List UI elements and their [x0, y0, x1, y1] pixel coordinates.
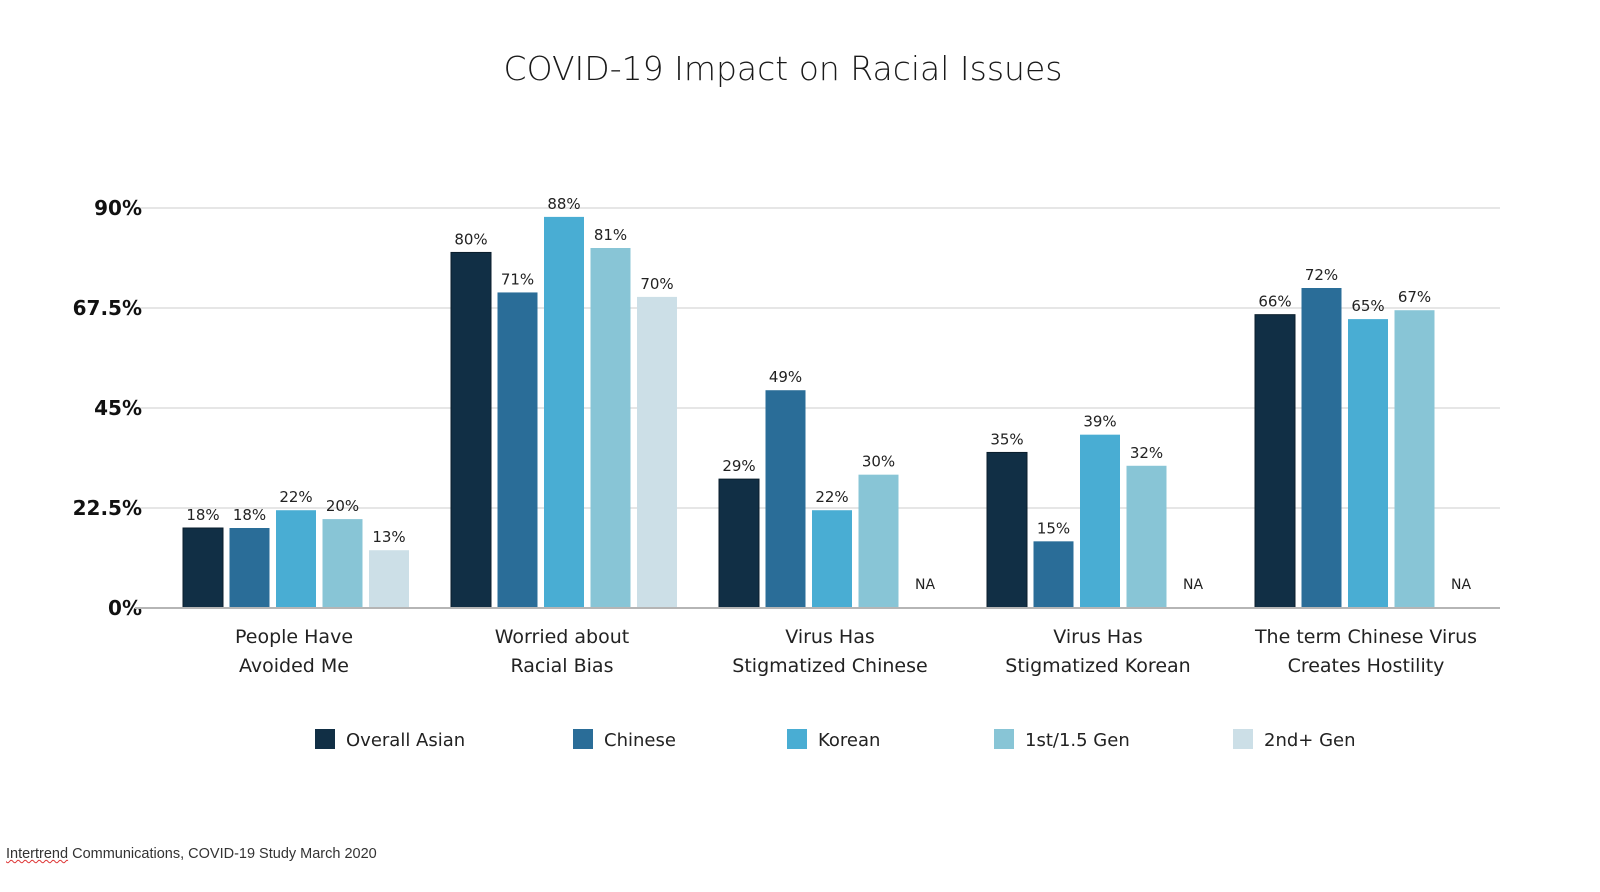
na-label: NA [915, 577, 935, 593]
source-text: Communications, COVID-19 Study March 202… [68, 846, 377, 862]
y-tick-label: 22.5% [73, 496, 142, 520]
data-label: 71% [501, 270, 534, 288]
data-label: 65% [1351, 297, 1384, 315]
source-spellflag-word: Intertrend [6, 846, 69, 862]
data-label: 70% [640, 275, 673, 293]
legend-swatch [787, 729, 807, 749]
bar [986, 451, 1028, 609]
legend-swatch [994, 729, 1014, 749]
legend-swatch [315, 729, 335, 749]
legend-swatch [1233, 729, 1253, 749]
bar [450, 251, 492, 609]
bar [718, 478, 760, 609]
bar [497, 292, 538, 608]
legend-item: 1st/1.5 Gen [994, 729, 1130, 751]
data-label: 80% [454, 230, 487, 248]
bar [1080, 434, 1120, 608]
legend-label: Overall Asian [346, 730, 465, 751]
data-label: 13% [372, 528, 405, 546]
data-label: 72% [1305, 266, 1338, 284]
y-tick-label: 67.5% [73, 296, 142, 320]
data-label: 29% [722, 457, 755, 475]
x-category-label: Creates Hostility [1288, 655, 1445, 677]
x-category-label: Virus Has [785, 626, 874, 648]
data-label: 88% [547, 195, 580, 213]
legend-label: 2nd+ Gen [1264, 730, 1356, 751]
x-axis-categories: People Have Avoided Me Worried about Racial… [235, 626, 1477, 677]
y-tick-label: 45% [94, 396, 142, 420]
data-label: 22% [279, 488, 312, 506]
legend-item: Overall Asian [315, 729, 465, 751]
legend-label: 1st/1.5 Gen [1025, 730, 1130, 751]
bars [182, 216, 1435, 609]
bar [590, 248, 631, 608]
data-label: 49% [769, 368, 802, 386]
bar [1301, 288, 1342, 608]
x-category-label: Stigmatized Korean [1005, 655, 1190, 677]
data-label: 20% [326, 497, 359, 515]
x-category-label: Stigmatized Chinese [732, 655, 927, 677]
legend-item: 2nd+ Gen [1233, 729, 1356, 751]
chart-title: COVID-19 Impact on Racial Issues [504, 49, 1063, 88]
bar [1254, 314, 1296, 609]
legend-swatch [573, 729, 593, 749]
data-label: 18% [233, 506, 266, 524]
data-label: 81% [594, 226, 627, 244]
bar [1033, 541, 1074, 608]
data-label: 66% [1258, 293, 1291, 311]
bar [369, 550, 409, 608]
bar [1348, 319, 1388, 608]
bar [1126, 465, 1167, 608]
data-label: 67% [1398, 288, 1431, 306]
legend-label: Chinese [604, 730, 676, 751]
bar [276, 510, 316, 608]
y-axis-ticks: 0%22.5%45%67.5%90% [73, 196, 142, 620]
x-category-label: Racial Bias [511, 655, 614, 677]
na-label: NA [1183, 577, 1203, 593]
x-category-label: Virus Has [1053, 626, 1142, 648]
bar [182, 527, 224, 609]
bar [1394, 310, 1435, 608]
source-note: Intertrend Communications, COVID-19 Stud… [6, 846, 377, 862]
legend: Overall Asian Chinese Korean 1st/1.5 Gen 2nd… [315, 729, 1356, 751]
data-label: 35% [990, 430, 1023, 448]
bar [322, 519, 363, 608]
data-label: 39% [1083, 413, 1116, 431]
x-category-label: People Have [235, 626, 353, 648]
bar [765, 390, 806, 608]
data-label: 18% [186, 506, 219, 524]
data-label: 15% [1037, 519, 1070, 537]
legend-label: Korean [818, 730, 880, 751]
bar [637, 296, 677, 608]
legend-item: Chinese [573, 729, 676, 751]
na-label: NA [1451, 577, 1471, 593]
x-category-label: Worried about [495, 626, 629, 648]
data-label: 22% [815, 488, 848, 506]
x-category-label: Avoided Me [239, 655, 349, 677]
bar [858, 474, 899, 608]
data-label: 32% [1130, 444, 1163, 462]
x-category-label: The term Chinese Virus [1254, 626, 1477, 648]
data-label: 30% [862, 453, 895, 471]
legend-item: Korean [787, 729, 880, 751]
bar [229, 528, 270, 608]
data-labels: 18% 18% 22% 20% 13% 80% 71% 88% 81% 70% 29% 49% 22% 3… [186, 195, 1471, 593]
y-tick-label: 90% [94, 196, 142, 220]
bar [812, 510, 852, 608]
bar [544, 216, 584, 608]
